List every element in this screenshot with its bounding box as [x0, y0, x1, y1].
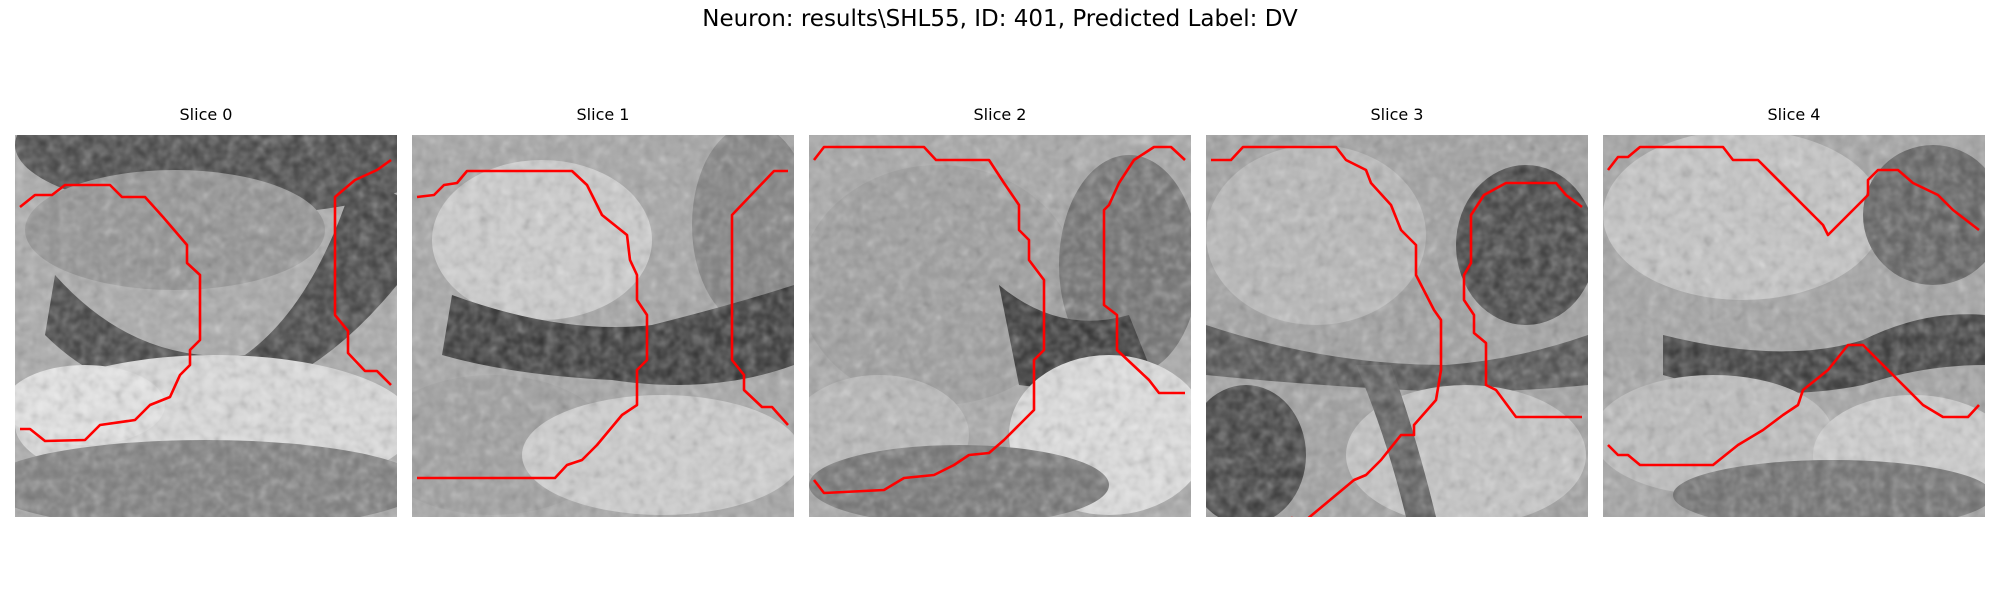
- em-slice-0: [15, 135, 397, 517]
- slice-title: Slice 4: [1767, 105, 1821, 124]
- contour-line: [1607, 343, 1980, 467]
- slice-title: Slice 0: [179, 105, 233, 124]
- contour-line: [19, 183, 202, 443]
- slice-image-1: [412, 135, 794, 517]
- em-slice-1: [412, 135, 794, 517]
- slice-title: Slice 2: [973, 105, 1027, 124]
- slice-title: Slice 1: [576, 105, 630, 124]
- slice-image-4: [1603, 135, 1985, 517]
- contour-line: [1606, 145, 1980, 237]
- contour-line: [333, 158, 392, 386]
- contour-line: [812, 145, 1046, 495]
- slice-image-3: [1206, 135, 1588, 517]
- contour-line: [730, 169, 789, 426]
- contour-line: [1462, 181, 1583, 419]
- contour-line: [416, 169, 649, 480]
- slice-image-0: [15, 135, 397, 517]
- contour-line: [1102, 145, 1186, 395]
- slice-title: Slice 3: [1370, 105, 1424, 124]
- em-slice-4: [1603, 135, 1985, 517]
- figure-title: Neuron: results\SHL55, ID: 401, Predicte…: [702, 6, 1298, 32]
- em-slice-3: [1206, 135, 1588, 517]
- em-slice-2: [809, 135, 1191, 517]
- slice-image-2: [809, 135, 1191, 517]
- contour-line: [1211, 145, 1443, 517]
